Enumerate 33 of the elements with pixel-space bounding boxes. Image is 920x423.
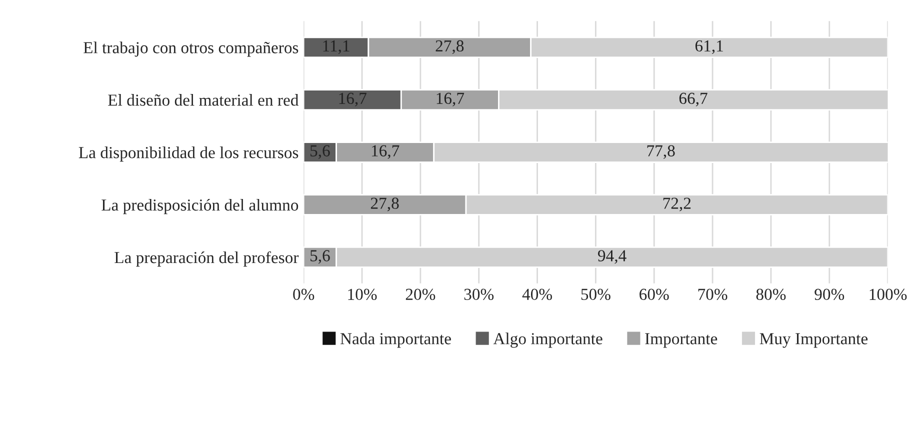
data-label: 16,7 [339,92,366,106]
x-tick-label: 30% [464,288,494,300]
legend-label: Nada importante [340,332,451,348]
x-tick-label: 80% [756,288,786,300]
data-label: 5,6 [310,145,330,159]
x-tick-label: 50% [581,288,610,300]
x-tick-label: 100% [870,288,907,300]
x-tick-label: 10% [348,288,377,300]
x-tick-label: 90% [814,288,844,300]
data-label: 77,8 [647,145,675,159]
x-tick-label: 0% [293,288,314,300]
data-label: 27,8 [370,198,399,212]
y-tick-label: La disponibilidad de los recursos [78,146,298,162]
data-label: 16,7 [436,92,464,106]
x-tick-label: 20% [406,288,436,300]
legend-label: Algo importante [493,332,602,348]
data-label: 27,8 [436,40,464,54]
x-tick-label: 60% [640,288,669,300]
data-label: 16,7 [372,145,400,159]
data-label: 94,4 [598,250,626,264]
data-label: 11,1 [323,40,350,54]
x-tick-label: 70% [698,288,728,300]
data-label: 72,2 [663,198,691,212]
y-tick-label: La preparación del profesor [114,251,299,267]
legend-label: Muy Importante [760,333,868,348]
y-tick-label: El trabajo con otros compañeros [84,42,298,57]
data-label: 5,6 [310,250,330,264]
data-label: 61,1 [695,40,723,54]
x-tick-label: 40% [522,288,552,300]
data-label: 66,7 [679,92,708,106]
y-tick-label: El diseño del material en red [108,94,299,106]
y-tick-label: La predisposición del alumno [102,198,298,214]
legend-label: Importante [645,333,718,348]
